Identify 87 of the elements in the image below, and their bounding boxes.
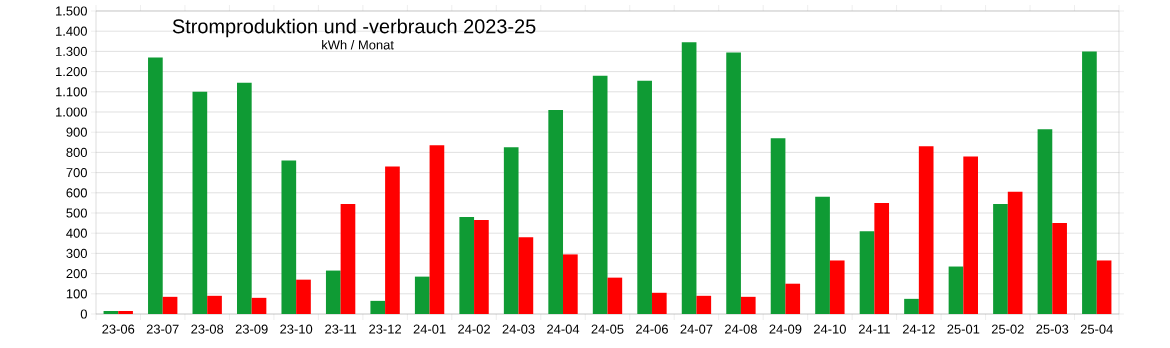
x-tick-label: 25-03: [1036, 324, 1069, 334]
x-tick-label: 23-10: [280, 324, 313, 334]
bar: [192, 91, 208, 314]
bar: [548, 109, 564, 314]
bar: [948, 266, 964, 314]
bar: [785, 283, 801, 314]
bar: [237, 82, 252, 314]
x-tick-label: 23-09: [235, 324, 268, 334]
bar: [281, 160, 297, 314]
x-tick-label: 23-11: [325, 324, 357, 334]
bar: [1037, 129, 1053, 314]
bar: [1007, 191, 1023, 314]
bar: [1096, 260, 1112, 314]
x-tick-label: 24-04: [547, 324, 580, 334]
bar: [207, 295, 222, 314]
bar: [592, 75, 608, 314]
bar: [385, 166, 400, 314]
x-tick-label: 24-03: [502, 324, 535, 334]
bar: [518, 237, 534, 314]
bar: [918, 146, 934, 314]
bar: [681, 42, 697, 314]
x-tick-label: 24-02: [458, 324, 490, 334]
bar: [429, 145, 445, 314]
bar: [1052, 223, 1067, 314]
x-tick-label: 25-01: [947, 324, 980, 334]
x-tick-label: 24-10: [813, 324, 846, 334]
bar: [651, 292, 667, 314]
text: kWh / Monat: [322, 39, 394, 50]
x-tick-label: 23-12: [369, 324, 402, 334]
bar: [251, 297, 267, 314]
bar: [637, 80, 652, 314]
y-tick-label: 100: [66, 289, 87, 299]
x-tick-label: 24-05: [591, 324, 624, 334]
bar: [1082, 51, 1097, 314]
bar: [696, 295, 712, 314]
bar: [103, 310, 119, 314]
y-tick-label: 0: [80, 309, 87, 319]
bar: [904, 298, 919, 314]
bar: [740, 296, 756, 314]
y-tick-label: 400: [66, 228, 87, 238]
bar: [770, 138, 786, 314]
y-tick-label: 1.100: [56, 87, 87, 97]
x-tick-label: 23-08: [191, 324, 224, 334]
x-tick-label: 23-07: [146, 324, 179, 334]
x-tick-label: 24-08: [725, 324, 757, 334]
y-tick-label: 300: [66, 248, 87, 258]
bar: [296, 279, 311, 314]
x-tick-label: 24-06: [636, 324, 668, 334]
bar: [607, 277, 623, 314]
y-tick-label: 1.400: [56, 26, 87, 36]
y-tick-label: 1.000: [56, 107, 87, 117]
bar: [874, 202, 890, 314]
chart-title: Stromproduktion und -verbrauch 2023-25: [172, 18, 536, 38]
x-tick-label: 23-06: [102, 324, 135, 334]
y-tick-label: 200: [66, 269, 87, 279]
bar: [726, 52, 741, 314]
bar: [148, 57, 163, 314]
x-tick-label: 24-09: [769, 324, 802, 334]
bar: [963, 156, 978, 314]
bar: [340, 203, 356, 314]
y-tick-label: 900: [66, 127, 87, 137]
x-tick-label: 25-02: [991, 324, 1024, 334]
y-tick-label: 1.300: [56, 46, 87, 56]
y-tick-label: 1.200: [56, 67, 87, 77]
bar: [993, 203, 1008, 314]
y-tick-label: 700: [66, 168, 87, 178]
bar: [414, 276, 430, 314]
bar: [459, 217, 475, 314]
y-tick-label: 800: [66, 147, 87, 157]
y-tick-label: 1.500: [56, 6, 87, 16]
x-tick-label: 24-01: [413, 324, 446, 334]
x-tick-label: 24-12: [902, 324, 935, 334]
y-tick-label: 500: [66, 208, 87, 218]
bar: [370, 300, 386, 314]
bar: [829, 260, 845, 314]
bar: [162, 296, 178, 314]
bar: [325, 270, 341, 314]
x-tick-label: 24-07: [680, 324, 713, 334]
bar: [859, 231, 875, 314]
bar: [503, 147, 519, 314]
bar: [563, 254, 578, 314]
bar: [118, 310, 133, 314]
bar: [815, 196, 830, 314]
y-tick-label: 600: [66, 188, 87, 198]
bar: [474, 220, 489, 314]
x-tick-label: 24-11: [858, 324, 890, 334]
x-tick-label: 25-04: [1080, 324, 1113, 334]
